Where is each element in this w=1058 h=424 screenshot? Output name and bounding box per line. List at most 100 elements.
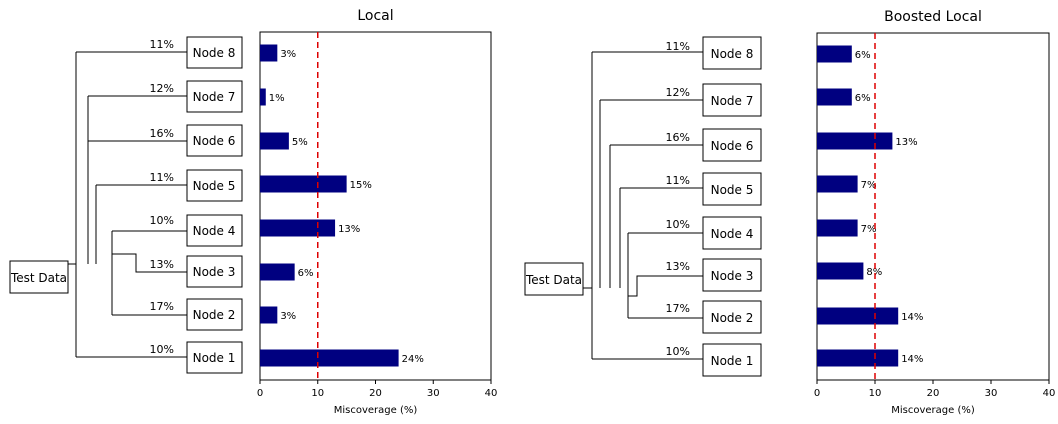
chart-title-boosted: Boosted Local — [884, 9, 982, 25]
chart-title-local: Local — [357, 8, 393, 24]
bar-node-6-boosted — [817, 132, 893, 150]
node-box-5-boosted — [702, 172, 762, 206]
bar-label-node-1-boosted: 14% — [901, 354, 923, 365]
root-box — [9, 260, 69, 294]
tree-connectors-boosted — [583, 51, 703, 360]
node-box-8 — [186, 36, 243, 69]
node-label-4: Node 4 — [193, 224, 236, 238]
split-pct-node-3: 13% — [150, 258, 174, 271]
chart-boosted-local: Boosted Local 6% 6% 13% 7% 7% 8% 14% 14% 0 10 20 30 4… — [814, 9, 1056, 416]
panel-local: Test Data 11% 12% 16% 11% 10% 13% 17% 10… — [9, 8, 498, 416]
node-label-8: Node 8 — [193, 46, 236, 60]
split-pct-node-4-boosted: 10% — [666, 218, 690, 231]
x-tick-label-30-boosted: 30 — [985, 388, 998, 399]
bar-node-4-boosted — [817, 219, 858, 237]
plot-frame-boosted — [816, 32, 1050, 381]
node-label-3: Node 3 — [193, 265, 236, 279]
bar-node-1-boosted — [817, 349, 899, 367]
plot-frame-local — [259, 31, 492, 381]
node-box-6-boosted — [702, 128, 762, 162]
split-pct-node-6: 16% — [150, 127, 174, 140]
bar-label-node-4-boosted: 7% — [861, 224, 877, 235]
bar-label-node-8-boosted: 6% — [855, 50, 871, 61]
node-box-1-boosted — [702, 343, 762, 377]
bar-label-node-8-local: 3% — [280, 49, 296, 60]
bar-node-3-boosted — [817, 262, 864, 280]
node-label-8-boosted: Node 8 — [711, 47, 754, 61]
root-label-boosted: Test Data — [525, 273, 582, 287]
split-pct-node-1-boosted: 10% — [666, 345, 690, 358]
node-box-7 — [186, 80, 243, 113]
split-pct-node-6-boosted: 16% — [666, 131, 690, 144]
node-box-2 — [186, 298, 243, 331]
node-box-3-boosted — [702, 258, 762, 292]
bar-label-node-3-local: 6% — [298, 268, 314, 279]
node-label-7-boosted: Node 7 — [711, 94, 754, 108]
x-tick-label-10-local: 10 — [311, 388, 324, 399]
split-pct-node-8: 11% — [150, 38, 174, 51]
node-label-6: Node 6 — [193, 134, 236, 148]
panel-boosted-local: Test Data 11% 12% 16% 11% 10% 13% 17% 10… — [524, 9, 1056, 416]
bar-node-5-local — [260, 175, 347, 193]
bar-node-5-boosted — [817, 175, 858, 193]
bar-label-node-4-local: 13% — [338, 224, 360, 235]
split-pct-node-5: 11% — [150, 171, 174, 184]
node-label-7: Node 7 — [193, 90, 236, 104]
x-tick-label-0-local: 0 — [257, 388, 263, 399]
split-pct-node-7-boosted: 12% — [666, 86, 690, 99]
node-label-3-boosted: Node 3 — [711, 269, 754, 283]
split-pct-node-8-boosted: 11% — [666, 40, 690, 53]
node-box-8-boosted — [702, 36, 762, 70]
x-axis-label-boosted: Miscoverage (%) — [891, 405, 975, 416]
x-axis-label-local: Miscoverage (%) — [334, 405, 418, 416]
bar-label-node-6-boosted: 13% — [895, 137, 917, 148]
node-box-1 — [186, 341, 243, 374]
split-pct-node-1: 10% — [150, 343, 174, 356]
bar-node-2-boosted — [817, 307, 899, 325]
x-tick-label-20-boosted: 20 — [927, 388, 940, 399]
split-pct-node-2-boosted: 17% — [666, 302, 690, 315]
x-tick-label-40-boosted: 40 — [1043, 388, 1056, 399]
node-box-5 — [186, 169, 243, 202]
node-box-6 — [186, 124, 243, 157]
bar-node-8-boosted — [817, 45, 852, 63]
node-box-4-boosted — [702, 216, 762, 250]
bar-label-node-7-boosted: 6% — [855, 93, 871, 104]
split-pct-node-7: 12% — [150, 82, 174, 95]
node-label-5-boosted: Node 5 — [711, 183, 754, 197]
node-box-4 — [186, 214, 243, 247]
root-label: Test Data — [10, 271, 67, 285]
x-tick-label-20-local: 20 — [369, 388, 382, 399]
bar-node-2-local — [260, 306, 278, 324]
node-label-4-boosted: Node 4 — [711, 227, 754, 241]
node-box-2-boosted — [702, 300, 762, 334]
node-box-3 — [186, 255, 243, 288]
split-pct-node-4: 10% — [150, 214, 174, 227]
root-box-boosted — [524, 262, 584, 296]
bar-label-node-1-local: 24% — [402, 354, 424, 365]
x-tick-label-0-boosted: 0 — [814, 388, 820, 399]
node-label-2-boosted: Node 2 — [711, 311, 754, 325]
bar-label-node-6-local: 5% — [292, 137, 308, 148]
bar-node-4-local — [260, 219, 336, 237]
bar-node-3-local — [260, 263, 295, 281]
split-pct-node-3-boosted: 13% — [666, 260, 690, 273]
split-pct-node-2: 17% — [150, 300, 174, 313]
split-pct-node-5-boosted: 11% — [666, 174, 690, 187]
bar-node-7-local — [260, 88, 266, 106]
node-label-1: Node 1 — [193, 351, 236, 365]
bar-node-6-local — [260, 132, 289, 150]
bar-label-node-2-boosted: 14% — [901, 312, 923, 323]
chart-local: Local 3% 1% 5% 15% 13% 6% 3% 24% 0 10 20 30 40 Miscove… — [257, 8, 498, 416]
bar-node-1-local — [260, 349, 399, 367]
bar-node-8-local — [260, 44, 278, 62]
node-label-1-boosted: Node 1 — [711, 354, 754, 368]
bar-node-7-boosted — [817, 88, 852, 106]
bar-label-node-2-local: 3% — [280, 311, 296, 322]
bar-label-node-5-boosted: 7% — [861, 180, 877, 191]
bar-label-node-5-local: 15% — [350, 180, 372, 191]
x-tick-label-40-local: 40 — [485, 388, 498, 399]
node-label-5: Node 5 — [193, 179, 236, 193]
x-tick-label-10-boosted: 10 — [869, 388, 882, 399]
